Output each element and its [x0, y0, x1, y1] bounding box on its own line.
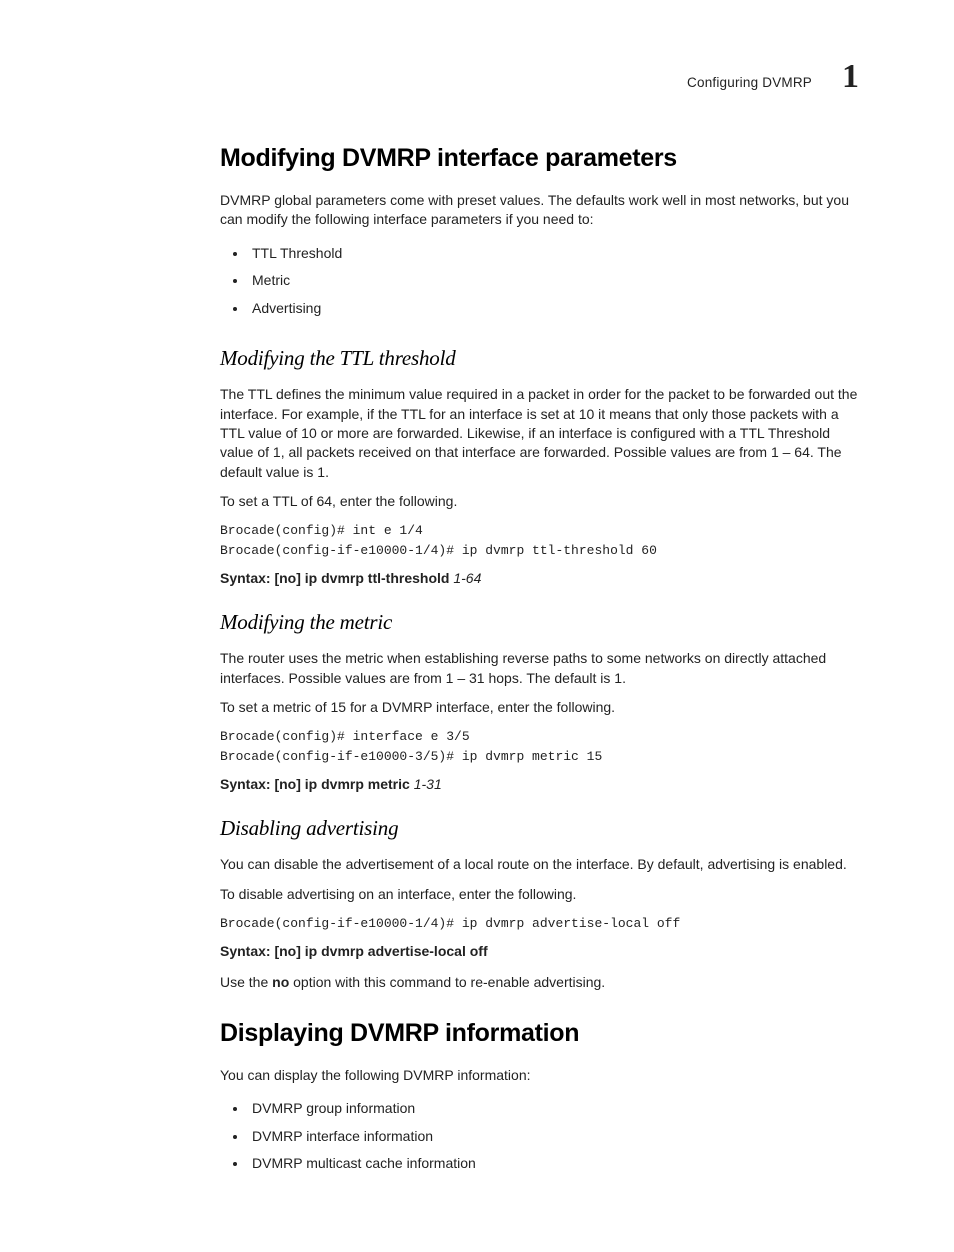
paragraph: DVMRP global parameters come with preset… [220, 191, 859, 230]
paragraph: You can display the following DVMRP info… [220, 1066, 859, 1085]
paragraph: To set a metric of 15 for a DVMRP interf… [220, 698, 859, 717]
syntax-line: Syntax: [no] ip dvmrp metric 1-31 [220, 776, 859, 792]
page-content: Modifying DVMRP interface parameters DVMR… [220, 144, 859, 1178]
document-page: Configuring DVMRP 1 Modifying DVMRP inte… [0, 0, 954, 1252]
running-header: Configuring DVMRP 1 [90, 60, 859, 94]
paragraph: Use the no option with this command to r… [220, 973, 859, 992]
paragraph: You can disable the advertisement of a l… [220, 855, 859, 874]
heading-2: Modifying DVMRP interface parameters [220, 144, 859, 173]
chapter-number: 1 [842, 60, 859, 94]
code-block: Brocade(config-if-e10000-1/4)# ip dvmrp … [220, 914, 859, 934]
list-item: DVMRP group information [248, 1095, 859, 1123]
syntax-line: Syntax: [no] ip dvmrp ttl-threshold 1-64 [220, 570, 859, 586]
paragraph: To set a TTL of 64, enter the following. [220, 492, 859, 511]
list-item: Advertising [248, 295, 859, 323]
syntax-line: Syntax: [no] ip dvmrp advertise-local of… [220, 943, 859, 959]
heading-2: Displaying DVMRP information [220, 1019, 859, 1048]
heading-3: Disabling advertising [220, 816, 859, 841]
bullet-list: TTL ThresholdMetricAdvertising [220, 240, 859, 323]
code-block: Brocade(config)# interface e 3/5 Brocade… [220, 727, 859, 766]
running-header-label: Configuring DVMRP [687, 75, 812, 90]
code-block: Brocade(config)# int e 1/4 Brocade(confi… [220, 521, 859, 560]
paragraph: To disable advertising on an interface, … [220, 885, 859, 904]
heading-3: Modifying the TTL threshold [220, 346, 859, 371]
bullet-list: DVMRP group informationDVMRP interface i… [220, 1095, 859, 1178]
heading-3: Modifying the metric [220, 610, 859, 635]
paragraph: The router uses the metric when establis… [220, 649, 859, 688]
paragraph: The TTL defines the minimum value requir… [220, 385, 859, 482]
list-item: DVMRP interface information [248, 1123, 859, 1151]
list-item: Metric [248, 267, 859, 295]
list-item: DVMRP multicast cache information [248, 1150, 859, 1178]
list-item: TTL Threshold [248, 240, 859, 268]
